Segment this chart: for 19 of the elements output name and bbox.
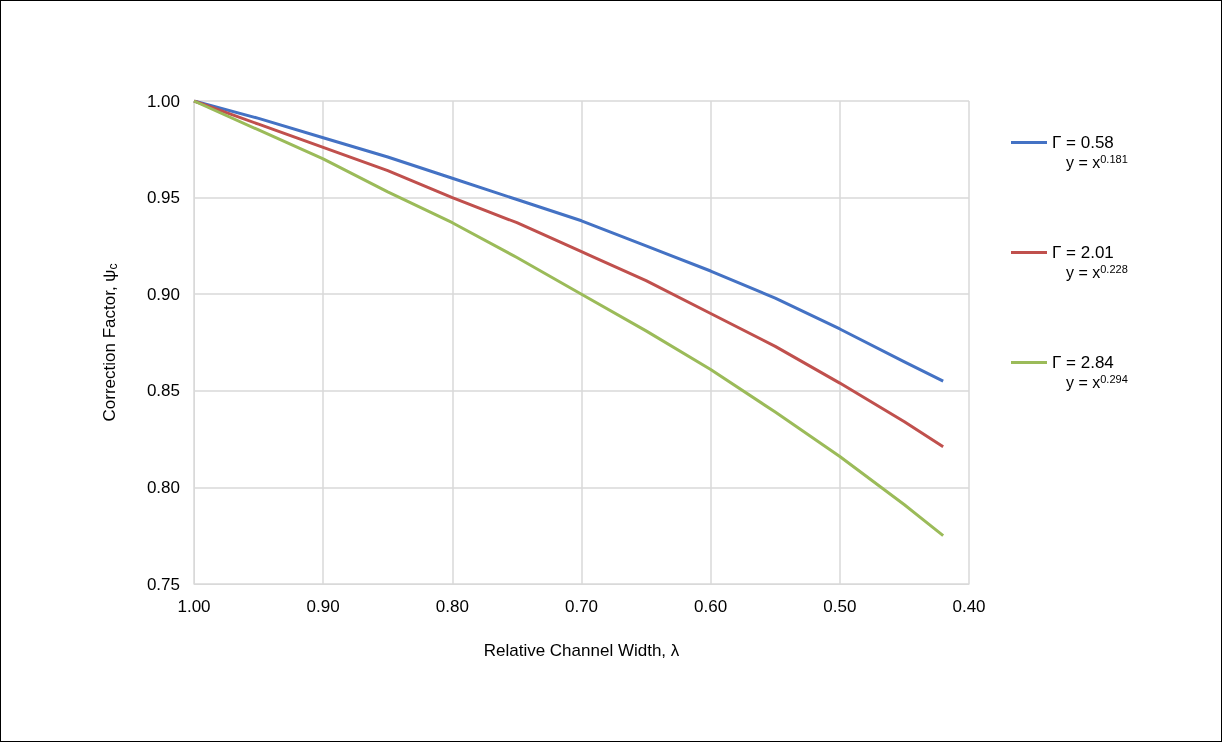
x-tick-label: 0.70 (564, 597, 599, 616)
y-tick-label: 0.95 (146, 188, 180, 208)
x-tick-label: 0.90 (306, 597, 340, 616)
y-tick-label: 0.75 (146, 574, 180, 594)
x-tick-label: 0.60 (694, 597, 728, 616)
y-tick-label: 0.85 (146, 381, 180, 401)
x-tick-label: 0.50 (823, 597, 857, 616)
y-tick-label: 0.90 (146, 284, 180, 304)
x-tick-label: 0.80 (435, 597, 469, 616)
y-axis-title: Correction Factor, ψc (99, 263, 120, 422)
legend-label: Γ = 2.84 (1052, 353, 1114, 372)
x-tick-label: 0.40 (952, 597, 986, 616)
line-series (192, 99, 945, 538)
y-tick-label: 0.80 (146, 477, 180, 497)
x-tick-label: 1.00 (177, 597, 211, 616)
x-axis-title: Relative Channel Width, λ (483, 641, 680, 660)
y-tick-label: 1.00 (146, 91, 180, 111)
legend-label: Γ = 2.01 (1052, 243, 1114, 262)
legend-label: Γ = 0.58 (1052, 133, 1114, 152)
